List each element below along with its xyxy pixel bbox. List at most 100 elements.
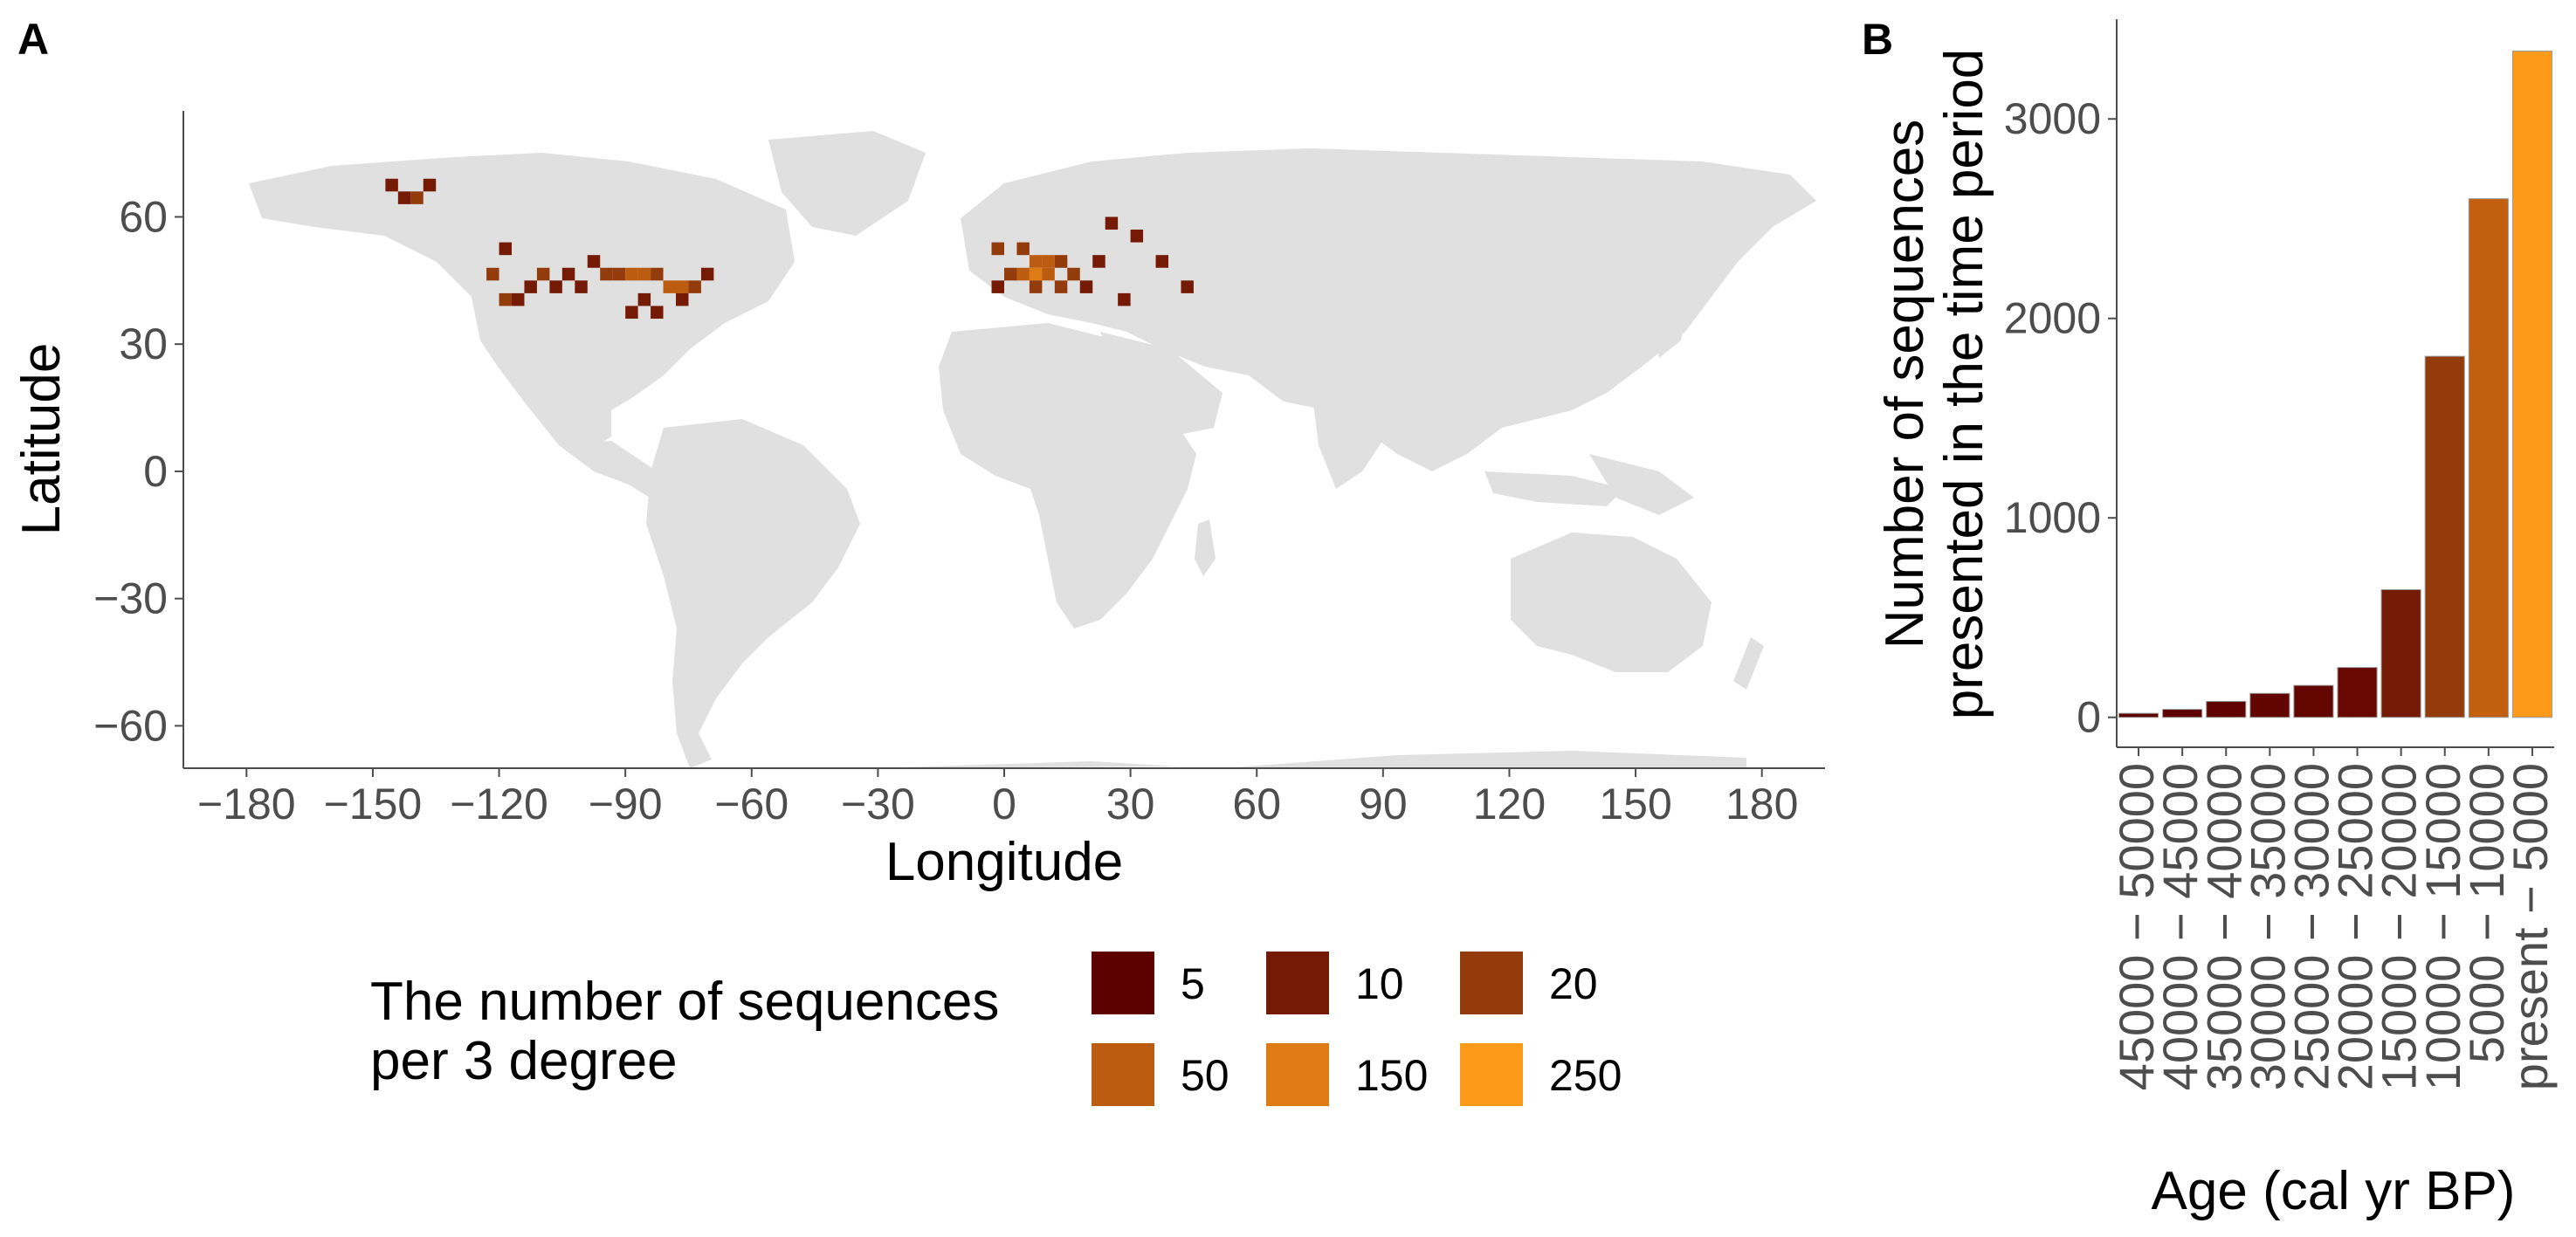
map-cell — [587, 255, 601, 268]
bar-y-tick-label: 3000 — [2004, 94, 2101, 143]
map-x-tick-label: −180 — [197, 780, 296, 828]
map-cell — [991, 280, 1004, 293]
map-x-tick-label: 120 — [1473, 780, 1546, 828]
map-cell — [524, 280, 537, 293]
map-y-tick-label: −30 — [93, 574, 168, 623]
legend-title-line2: per 3 degree — [370, 1031, 678, 1091]
legend-label: 10 — [1355, 959, 1404, 1008]
map-cell — [1029, 255, 1043, 268]
map-cell — [410, 191, 424, 204]
map-x-tick-label: −150 — [324, 780, 423, 828]
map-cell — [512, 292, 525, 306]
bar-x-tick-label: 35000 − 40000 — [2196, 763, 2251, 1090]
legend-swatch — [1460, 1043, 1523, 1106]
bar-x-tick-label: 10000 − 15000 — [2415, 763, 2470, 1090]
panel-b-letter: B — [1862, 15, 1893, 64]
bar-y-axis-title-line1: Number of sequences — [1875, 120, 1935, 649]
map-y-axis-title: Latitude — [11, 343, 72, 536]
bar-y-tick-label: 2000 — [2004, 294, 2101, 343]
legend-swatch — [1266, 1043, 1329, 1106]
map-cell — [1004, 267, 1017, 281]
map-cell — [1042, 267, 1055, 281]
legend-label: 250 — [1549, 1051, 1622, 1100]
bar — [2162, 709, 2203, 718]
map-cell — [1067, 267, 1080, 281]
world-landmass — [249, 131, 1816, 768]
map-cell — [575, 280, 588, 293]
map-y-tick-label: 60 — [119, 192, 168, 241]
map-y-tick-label: 0 — [143, 447, 168, 496]
map-cell — [1054, 255, 1068, 268]
bar — [2468, 198, 2509, 718]
map-x-tick-label: −90 — [589, 780, 663, 828]
bar-x-tick-label: 15000 − 20000 — [2372, 763, 2427, 1090]
legend-label: 5 — [1181, 959, 1205, 1008]
legend-swatch — [1266, 952, 1329, 1014]
map-cell — [499, 292, 512, 306]
map-cell — [1029, 267, 1043, 281]
bar — [2337, 667, 2378, 718]
legend-items: 5 10 20 50 150 250 — [1092, 952, 1622, 1106]
bar-y-tick-label: 1000 — [2004, 493, 2101, 542]
bar — [2511, 51, 2552, 718]
map-cell — [1130, 230, 1144, 243]
legend-label: 150 — [1355, 1051, 1428, 1100]
map-x-tick-label: 60 — [1232, 780, 1281, 828]
map-x-ticks: −180 −150 −120 −90 −60 −30 0 30 60 90 120 150 180 — [197, 768, 1798, 828]
map-cell — [1105, 216, 1119, 230]
map-y-ticks: −60 −30 0 30 60 — [93, 192, 183, 750]
map-cell — [561, 267, 575, 281]
map-cell — [676, 280, 689, 293]
map-panel: −180 −150 −120 −90 −60 −30 0 30 60 90 120 150 180 −6… — [11, 111, 1825, 892]
map-legend: The number of sequences per 3 degree 5 10… — [370, 952, 1622, 1106]
map-x-axis-title: Longitude — [885, 832, 1123, 892]
map-x-tick-label: −60 — [714, 780, 789, 828]
map-cell — [1181, 280, 1194, 293]
bar-x-tick-label: 25000 − 30000 — [2283, 763, 2338, 1090]
bar-y-axis-title-line2: presented in the time period — [1934, 49, 1994, 720]
map-cell — [637, 267, 651, 281]
bars — [2118, 51, 2552, 718]
map-cell — [385, 178, 398, 192]
map-cell — [612, 267, 626, 281]
map-cell — [1029, 280, 1043, 293]
bar-y-tick-label: 0 — [2077, 693, 2101, 742]
bar — [2118, 712, 2159, 718]
bar — [2424, 355, 2465, 718]
map-cell — [1042, 255, 1055, 268]
bar-x-tick-label: 20000 − 25000 — [2328, 763, 2383, 1090]
legend-swatch — [1460, 952, 1523, 1014]
bar-x-tick-label: present − 5000 — [2503, 763, 2558, 1090]
map-cell — [991, 242, 1004, 256]
map-cell — [625, 306, 638, 320]
map-cell — [625, 267, 638, 281]
legend-swatch — [1092, 952, 1154, 1014]
map-cell — [1155, 255, 1168, 268]
map-cell — [1079, 280, 1093, 293]
map-cell — [600, 267, 613, 281]
map-cell — [1016, 242, 1030, 256]
map-x-tick-label: −30 — [841, 780, 915, 828]
map-cell — [637, 292, 651, 306]
bar — [2249, 692, 2290, 718]
map-x-tick-label: −120 — [450, 780, 548, 828]
map-cell — [663, 280, 676, 293]
map-cell — [549, 280, 562, 293]
panel-a-letter: A — [17, 15, 49, 64]
map-cell — [651, 267, 664, 281]
map-cell — [536, 267, 550, 281]
legend-label: 20 — [1549, 959, 1598, 1008]
map-y-tick-label: −60 — [93, 701, 168, 750]
map-cell — [397, 191, 411, 204]
legend-title-line1: The number of sequences — [370, 972, 999, 1032]
bar-x-tick-label: 40000 − 45000 — [2152, 763, 2208, 1090]
map-x-tick-label: 30 — [1106, 780, 1155, 828]
map-cell — [700, 267, 714, 281]
map-cell — [651, 306, 664, 320]
legend-swatch — [1092, 1043, 1154, 1106]
map-cell — [688, 280, 701, 293]
bar-x-tick-label: 5000 − 10000 — [2459, 763, 2514, 1063]
